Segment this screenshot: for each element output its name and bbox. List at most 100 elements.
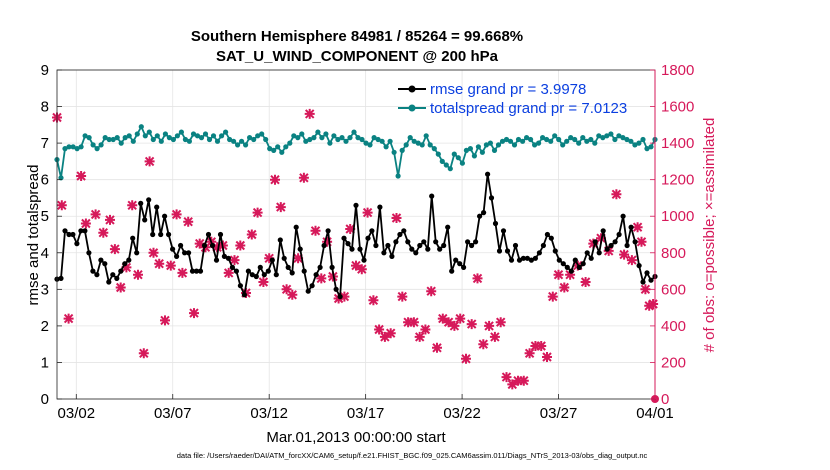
obs-assimilated-point: [368, 295, 379, 306]
right-y-axis-label: # of obs: o=possible; ×=assimilated: [701, 118, 718, 353]
rmse-point: [429, 193, 435, 199]
rmse-point: [512, 242, 519, 249]
rmse-point: [189, 268, 196, 274]
rmse-point: [548, 235, 554, 241]
spread-point: [198, 135, 205, 141]
obs-assimilated-point: [403, 317, 414, 328]
rmse-point: [405, 239, 411, 245]
obs-assimilated-point: [310, 225, 321, 236]
rmse-point: [86, 250, 92, 256]
spread-point: [279, 149, 285, 155]
spread-point: [206, 136, 213, 143]
spread-point: [78, 144, 84, 150]
spread-point: [403, 142, 409, 148]
right-y-tick-label: 1400: [661, 135, 694, 152]
spread-point: [503, 136, 510, 143]
spread-point: [66, 144, 72, 150]
spread-point: [190, 131, 197, 137]
rmse-point: [209, 242, 216, 249]
obs-assimilated-marker: [109, 244, 120, 255]
obs-assimilated-marker: [565, 269, 576, 280]
rmse-point: [90, 268, 96, 274]
obs-assimilated-point: [426, 286, 437, 297]
spread-point: [463, 147, 469, 153]
rmse-point: [496, 248, 503, 254]
obs-assimilated-marker: [235, 240, 246, 251]
rmse-point: [385, 242, 391, 249]
obs-assimilated-marker: [144, 156, 155, 167]
rmse-point: [616, 231, 622, 238]
obs-assimilated-marker: [397, 291, 408, 302]
spread-point: [142, 133, 148, 139]
right-y-axis: 0 200 400 600 800 1000 1200 1400 1600 1800: [650, 62, 694, 408]
obs-assimilated-marker: [138, 348, 149, 359]
obs-assimilated-marker: [177, 267, 188, 278]
legend-spread-label: totalspread grand pr = 7.0123: [430, 100, 627, 117]
spread-point: [620, 135, 626, 141]
rmse-point: [361, 257, 367, 263]
left-y-tick-label: 9: [41, 62, 49, 79]
obs-assimilated-marker: [133, 269, 143, 280]
spread-point: [162, 131, 168, 137]
obs-assimilated-point: [397, 291, 408, 302]
rmse-point: [146, 197, 152, 203]
rmse-point: [197, 268, 204, 274]
rmse-point: [445, 224, 451, 230]
spread-point: [588, 136, 594, 143]
spread-point: [616, 133, 622, 139]
obs-assimilated-marker: [252, 207, 263, 218]
spread-point: [612, 136, 618, 143]
rmse-point: [532, 255, 539, 261]
rmse-point: [341, 235, 347, 241]
rmse-point: [321, 242, 327, 249]
spread-point: [648, 144, 654, 150]
obs-assimilated-marker: [420, 324, 431, 335]
obs-assimilated-point: [478, 339, 489, 350]
rmse-point: [644, 270, 650, 276]
spread-point: [239, 138, 245, 144]
obs-assimilated-marker: [105, 214, 115, 225]
spread-point: [644, 146, 650, 152]
rmse-point: [393, 239, 399, 245]
rmse-point: [413, 250, 419, 256]
rmse-point: [309, 283, 315, 289]
spread-point: [170, 136, 176, 143]
rmse-point: [138, 200, 144, 206]
spread-point: [552, 133, 558, 139]
right-y-tick-label: 0: [661, 391, 669, 408]
rmse-point: [110, 272, 116, 278]
left-y-tick-label: 6: [41, 172, 49, 189]
spread-point: [271, 147, 277, 153]
obs-assimilated-point: [559, 282, 570, 293]
right-y-tick-label: 200: [661, 354, 686, 371]
obs-assimilated-marker: [165, 260, 176, 271]
right-y-tick-label: 1800: [661, 62, 694, 79]
rmse-point: [568, 268, 574, 274]
obs-assimilated-point: [420, 324, 431, 335]
rmse-point: [544, 231, 551, 238]
spread-point: [307, 136, 313, 143]
spread-point: [235, 142, 241, 148]
rmse-point: [500, 228, 507, 234]
spread-point: [359, 136, 365, 143]
legend-spread-marker: [408, 104, 416, 112]
rmse-point: [62, 228, 68, 234]
spread-point: [391, 149, 397, 155]
obs-assimilated-point: [362, 207, 373, 218]
obs-assimilated-marker: [304, 108, 315, 119]
rmse-point: [193, 268, 200, 274]
rmse-point: [433, 239, 439, 245]
obs-assimilated-marker: [432, 342, 442, 353]
spread-point: [214, 138, 221, 144]
spread-point: [375, 136, 381, 143]
left-y-tick-label: 2: [41, 318, 49, 335]
spread-point: [223, 129, 229, 135]
spread-point: [227, 136, 233, 143]
rmse-point: [345, 241, 351, 247]
obs-assimilated-point: [472, 273, 483, 284]
obs-assimilated-marker: [513, 375, 523, 386]
spread-point: [475, 144, 481, 150]
obs-assimilated-point: [171, 209, 182, 220]
obs-assimilated-point: [484, 320, 495, 331]
rmse-point: [449, 268, 455, 274]
